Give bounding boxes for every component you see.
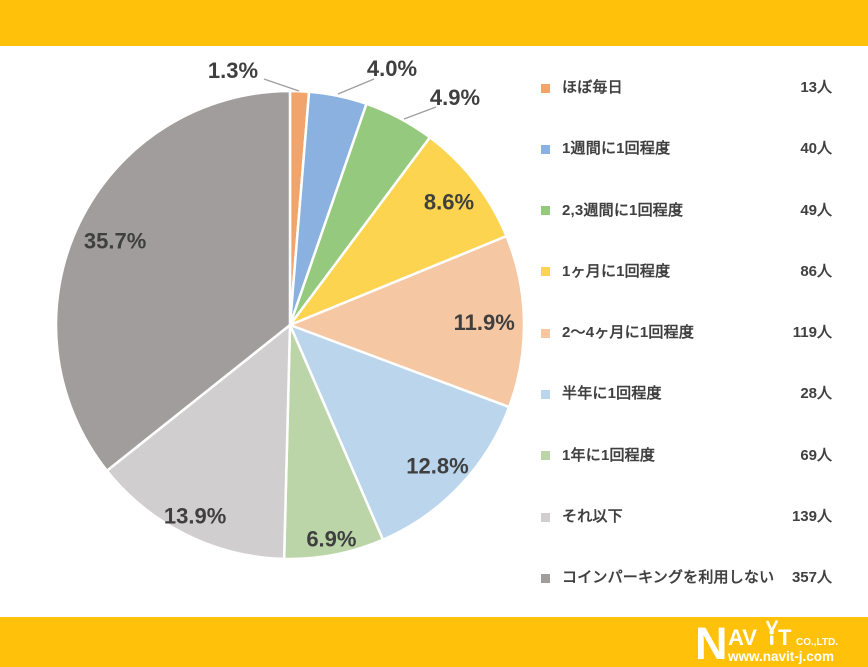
- legend-label: 1年に1回程度: [562, 446, 656, 464]
- pie-percent-label-6: 6.9%: [306, 527, 356, 552]
- legend-label: ほぼ毎日: [562, 79, 623, 96]
- legend-row-0: ほぼ毎日 13人: [540, 78, 832, 139]
- pie-percent-label-3: 8.6%: [424, 190, 474, 215]
- legend-label: コインパーキングを利用しない: [562, 569, 775, 587]
- legend: ほぼ毎日 13人 1週間に1回程度 40人 2,3週間に1回程度 49人 1ヶ月に1回程度 8…: [540, 78, 832, 630]
- pie-slice-8: [54, 89, 292, 472]
- legend-label: 2〜4ヶ月に1回程度: [562, 324, 695, 342]
- legend-label: それ以下: [562, 508, 623, 526]
- leader-line-1: [337, 78, 375, 95]
- pie-percent-label-7: 13.9%: [164, 504, 226, 529]
- logo-letters-av: AV: [728, 625, 757, 650]
- legend-count: 86人: [800, 262, 832, 280]
- pie-percent-label-5: 12.8%: [406, 453, 468, 478]
- legend-count: 139人: [791, 508, 832, 526]
- legend-count: 119人: [792, 324, 832, 342]
- legend-swatch-icon: [541, 451, 550, 461]
- logo-letter-t: T: [778, 625, 792, 650]
- top-accent-bar: [0, 0, 868, 46]
- legend-swatch-icon: [541, 512, 550, 522]
- pie-percent-label-4: 11.9%: [454, 310, 515, 335]
- legend-swatch-icon: [541, 328, 550, 338]
- legend-count: 69人: [800, 446, 832, 464]
- pie-slice-4: [288, 234, 526, 409]
- legend-row-4: 2〜4ヶ月に1回程度 119人: [540, 323, 832, 384]
- legend-swatch-icon: [541, 83, 550, 93]
- legend-swatch-icon: [541, 573, 550, 583]
- legend-row-3: 1ヶ月に1回程度 86人: [540, 262, 832, 323]
- pie-slice-7: [105, 323, 292, 561]
- pie-percent-label-8: 35.7%: [84, 229, 146, 254]
- logo-letter-n: N: [695, 619, 728, 665]
- legend-row-1: 1週間に1回程度 40人: [540, 139, 832, 200]
- navit-logo: N AV T CO.,LTD. www.navit-j.com: [695, 619, 838, 665]
- legend-row-2: 2,3週間に1回程度 49人: [540, 201, 832, 262]
- pie-slice-5: [288, 323, 511, 541]
- legend-row-6: 1年に1回程度 69人: [540, 446, 832, 507]
- logo-rabbit-ear-i-icon: [766, 620, 778, 645]
- legend-count: 49人: [800, 201, 832, 219]
- logo-url: www.navit-j.com: [727, 649, 834, 664]
- legend-row-5: 半年に1回程度 28人: [540, 384, 832, 445]
- legend-label: 2,3週間に1回程度: [562, 201, 684, 219]
- legend-count: 28人: [800, 385, 832, 403]
- legend-swatch-icon: [541, 389, 550, 399]
- legend-count: 13人: [800, 79, 832, 96]
- bottom-accent-bar: [0, 617, 868, 667]
- legend-row-7: それ以下 139人: [540, 507, 832, 568]
- legend-label: 1ヶ月に1回程度: [562, 262, 671, 280]
- logo-co-ltd: CO.,LTD.: [796, 637, 838, 648]
- leader-line-0: [263, 78, 300, 92]
- pie-percent-label-0: 1.3%: [208, 58, 258, 83]
- legend-label: 半年に1回程度: [562, 385, 662, 403]
- legend-count: 357人: [791, 569, 832, 587]
- legend-swatch-icon: [541, 144, 550, 154]
- legend-swatch-icon: [541, 206, 550, 216]
- pie-slice-3: [288, 136, 508, 327]
- legend-row-8: コインパーキングを利用しない 357人: [540, 568, 832, 629]
- legend-label: 1週間に1回程度: [562, 140, 671, 158]
- leader-line-2: [403, 106, 437, 120]
- pie-percent-label-1: 4.0%: [367, 56, 417, 81]
- legend-count: 40人: [800, 140, 832, 158]
- pie-percent-label-2: 4.9%: [430, 85, 480, 110]
- legend-swatch-icon: [541, 267, 550, 277]
